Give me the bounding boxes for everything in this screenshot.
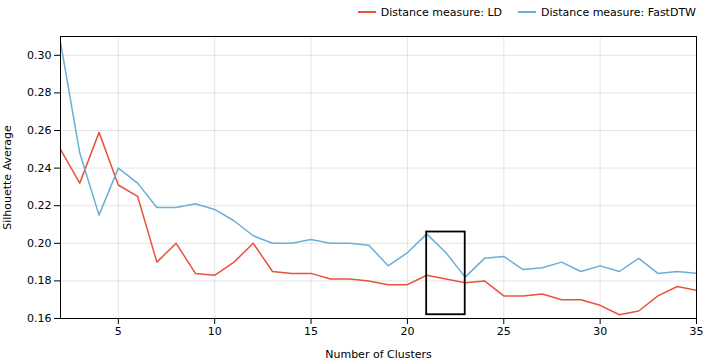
svg-text:5: 5 bbox=[115, 325, 122, 338]
svg-text:30: 30 bbox=[593, 325, 607, 338]
svg-text:10: 10 bbox=[208, 325, 222, 338]
svg-text:0.16: 0.16 bbox=[27, 312, 52, 325]
svg-text:0.30: 0.30 bbox=[27, 49, 52, 62]
svg-text:15: 15 bbox=[304, 325, 318, 338]
svg-text:Silhouette Average: Silhouette Average bbox=[1, 125, 14, 230]
svg-text:35: 35 bbox=[690, 325, 704, 338]
svg-text:Number of Clusters: Number of Clusters bbox=[325, 348, 432, 360]
svg-text:0.18: 0.18 bbox=[27, 274, 52, 287]
svg-text:20: 20 bbox=[400, 325, 414, 338]
svg-text:0.26: 0.26 bbox=[27, 124, 52, 137]
svg-text:0.24: 0.24 bbox=[27, 162, 52, 175]
svg-text:0.22: 0.22 bbox=[27, 199, 52, 212]
html-text:Distance measure: LD: Distance measure: LD bbox=[380, 5, 502, 19]
svg-text:25: 25 bbox=[497, 325, 511, 338]
svg-text:0.28: 0.28 bbox=[27, 86, 52, 99]
html-text:Distance measure: FastDTW: Distance measure: FastDTW bbox=[541, 5, 696, 19]
svg-text:0.20: 0.20 bbox=[27, 237, 52, 250]
